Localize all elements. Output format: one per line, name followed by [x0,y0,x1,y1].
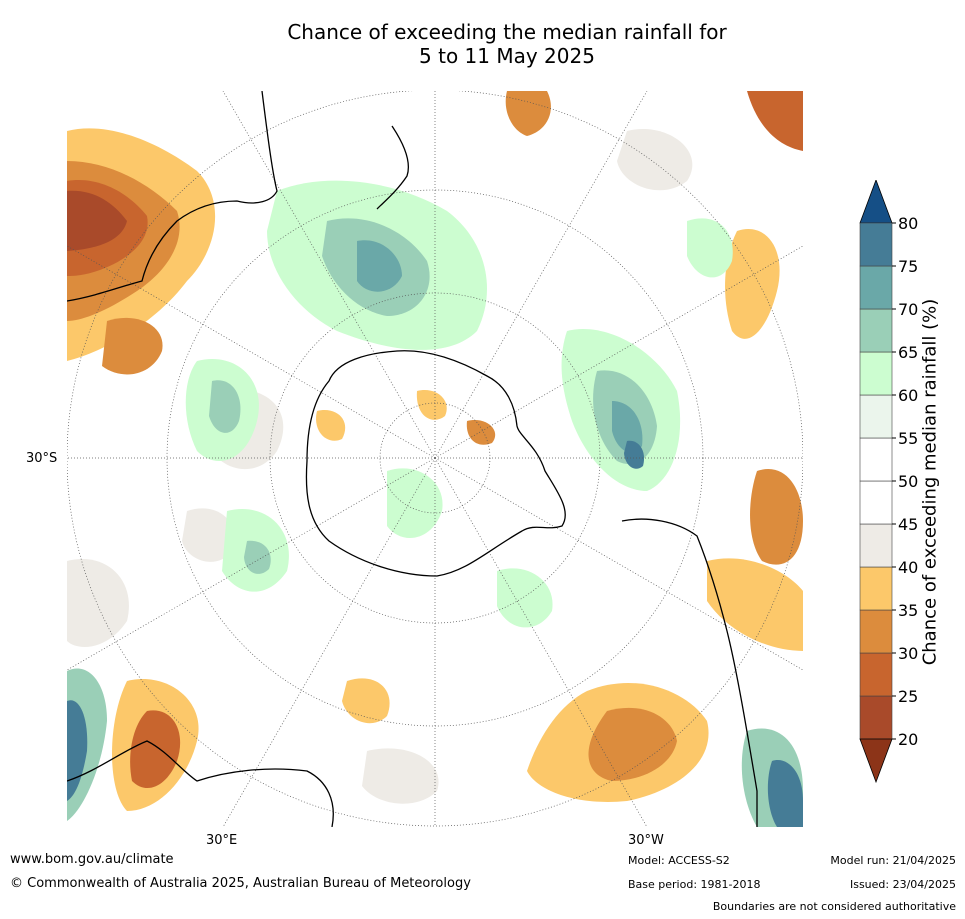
latitude-label-30s: 30°S [26,451,58,466]
graticule [67,91,803,827]
colorbar-swatch [859,609,893,654]
colorbar-tick-label: 45 [898,515,918,534]
colorbar-under-arrow [859,738,893,784]
title-line-1: Chance of exceeding the median rainfall … [287,20,727,44]
colorbar-swatch [859,480,893,525]
colorbar-tick-label: 75 [898,257,918,276]
website-link[interactable]: www.bom.gov.au/climate [10,852,174,867]
colorbar-swatch [859,695,893,740]
base-period-text: Base period: 1981-2018 [628,878,761,891]
antarctica-coastline [305,350,566,577]
coastlines [67,91,758,827]
colorbar-swatch [859,523,893,568]
australia-coastline [67,91,278,302]
colorbar-swatch [859,265,893,310]
longitude-label-30e: 30°E [206,833,238,848]
colorbar-swatch [859,351,893,396]
colorbar-tick-label: 80 [898,214,918,233]
colorbar-tick-label: 65 [898,343,918,362]
disclaimer-text: Boundaries are not considered authoritat… [712,900,956,913]
polar-rainfall-map [67,91,803,827]
colorbar-swatch [859,566,893,611]
model-text: Model: ACCESS-S2 [628,854,730,867]
colorbar-swatch [859,222,893,267]
copyright-text: © Commonwealth of Australia 2025, Austra… [10,876,471,891]
colorbar-swatch [859,652,893,697]
colorbar-tick-label: 60 [898,386,918,405]
below-median-regions [67,91,803,811]
model-run-text: Model run: 21/04/2025 [830,854,956,867]
title-line-2: 5 to 11 May 2025 [419,44,595,68]
colorbar-swatch [859,308,893,353]
colorbar-swatch [859,437,893,482]
colorbar-label: Chance of exceeding median rainfall (%) [919,298,941,666]
colorbar-ticks: 20 25 30 35 40 45 50 55 60 65 70 75 80 [892,214,918,749]
new-zealand-coastline [376,125,409,210]
colorbar-over-arrow [859,180,893,224]
colorbar-tick-label: 50 [898,472,918,491]
colorbar-tick-label: 25 [898,687,918,706]
colorbar-tick-label: 35 [898,601,918,620]
colorbar: 20 25 30 35 40 45 50 55 60 65 70 75 80 [859,180,918,784]
colorbar-tick-label: 55 [898,429,918,448]
above-median-regions [67,180,803,827]
longitude-label-30w: 30°W [628,833,664,848]
colorbar-tick-label: 30 [898,644,918,663]
map-title: Chance of exceeding the median rainfall … [0,20,965,68]
issued-text: Issued: 23/04/2025 [849,878,956,891]
colorbar-tick-label: 40 [898,558,918,577]
africa-coastline [67,740,334,827]
south-america-coastline [621,518,758,827]
colorbar-swatches [859,180,893,784]
colorbar-swatch [859,394,893,439]
colorbar-tick-label: 70 [898,300,918,319]
colorbar-tick-label: 20 [898,730,918,749]
